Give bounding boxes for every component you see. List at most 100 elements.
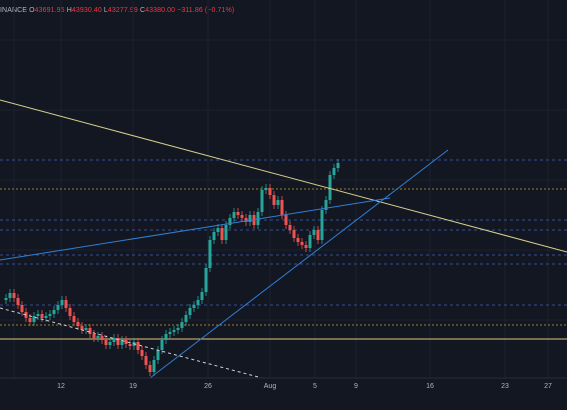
- candle-body-55: [220, 228, 224, 240]
- candle-body-62: [248, 215, 252, 222]
- x-tick-label-1: 19: [129, 383, 137, 390]
- candle-body-70: [280, 200, 284, 215]
- candle-body-66: [264, 188, 268, 190]
- ohlc-close: C43380.00: [139, 7, 176, 14]
- ohlc-low: L43277.99: [103, 7, 138, 14]
- candle-body-52: [208, 240, 212, 268]
- x-axis: 12 19 26 Aug 5 9 16 23 27: [0, 377, 567, 390]
- candle-body-37: [148, 365, 152, 372]
- candle-body-14: [56, 305, 60, 310]
- candle-body-16: [64, 300, 68, 308]
- candle-body-59: [236, 212, 240, 215]
- candle-body-72: [288, 225, 292, 230]
- candle-body-11: [44, 316, 48, 318]
- x-tick-label-6: 16: [426, 383, 434, 390]
- candle-body-38: [152, 360, 156, 372]
- candle-body-17: [68, 308, 72, 316]
- candle-body-57: [228, 218, 232, 225]
- candle-body-60: [240, 215, 244, 218]
- candle-body-58: [232, 212, 236, 218]
- candle-body-27: [108, 342, 112, 345]
- candle-body-30: [120, 340, 124, 345]
- trendline-blue-long: [0, 197, 391, 261]
- trendlines: [0, 99, 567, 379]
- candle-body-75: [300, 242, 304, 245]
- candle-body-82: [328, 175, 332, 200]
- candle-body-51: [204, 268, 208, 292]
- x-tick-label-5: 9: [354, 383, 358, 390]
- candle-body-46: [184, 315, 188, 322]
- candle-body-4: [16, 298, 20, 305]
- candle-body-54: [216, 228, 220, 232]
- trendline-white-dashed: [0, 307, 263, 379]
- candle-body-65: [260, 190, 264, 212]
- candle-body-83: [332, 168, 336, 175]
- candle-body-1: [4, 298, 8, 300]
- candle-body-50: [200, 292, 204, 300]
- candle-body-12: [48, 314, 52, 316]
- price-change: −311.86 (−0.71%): [177, 7, 235, 14]
- horizontal-levels: [0, 159, 567, 340]
- ohlc-legend: INANCE O43691.95 H43930.40 L43277.99 C43…: [0, 7, 234, 14]
- candle-body-80: [320, 210, 324, 240]
- trendline-blue-support: [149, 149, 449, 379]
- x-tick-label-4: 5: [313, 383, 317, 390]
- x-tick-label-2: 26: [204, 383, 212, 390]
- candle-body-18: [72, 316, 76, 322]
- candle-body-67: [268, 188, 272, 195]
- candle-body-56: [224, 225, 228, 240]
- ohlc-open: O43691.95: [29, 7, 65, 14]
- candle-body-8: [32, 316, 36, 322]
- candle-body-81: [324, 200, 328, 210]
- x-tick-label-3: Aug: [264, 383, 277, 390]
- candle-body-77: [308, 235, 312, 248]
- candle-body-10: [40, 314, 44, 318]
- candle-body-5: [20, 305, 24, 312]
- candles: [4, 159, 340, 376]
- candle-body-53: [212, 232, 216, 240]
- candle-body-40: [160, 340, 164, 350]
- candle-body-34: [136, 342, 140, 350]
- candle-body-79: [316, 230, 320, 240]
- candle-body-35: [140, 350, 144, 356]
- candle-body-15: [60, 300, 64, 305]
- candle-body-24: [96, 336, 100, 338]
- candle-body-29: [116, 338, 120, 345]
- ohlc-high: H43930.40: [66, 7, 102, 14]
- grid-lines: [0, 0, 567, 378]
- candle-body-71: [284, 215, 288, 225]
- trendline-descending-yellow: [0, 99, 567, 253]
- candle-body-43: [172, 330, 176, 332]
- candle-body-28: [112, 338, 116, 342]
- candle-body-39: [156, 350, 160, 360]
- candle-body-49: [196, 300, 200, 305]
- candle-body-42: [168, 332, 172, 334]
- candle-body-32: [128, 344, 132, 346]
- candle-body-44: [176, 328, 180, 330]
- candle-body-21: [84, 328, 88, 330]
- candle-body-23: [92, 334, 96, 338]
- candle-body-73: [292, 230, 296, 238]
- candle-body-47: [188, 308, 192, 315]
- candle-body-9: [36, 314, 40, 316]
- candle-body-13: [52, 310, 56, 314]
- candle-body-78: [312, 230, 316, 235]
- candle-body-84: [336, 163, 340, 168]
- candle-body-45: [180, 322, 184, 328]
- candle-body-41: [164, 334, 168, 340]
- candle-body-19: [76, 322, 80, 326]
- candle-body-20: [80, 326, 84, 330]
- x-tick-label-0: 12: [57, 383, 65, 390]
- candle-body-74: [296, 238, 300, 242]
- x-tick-label-7: 23: [501, 383, 509, 390]
- exchange-label: INANCE: [0, 7, 27, 14]
- candle-body-61: [244, 218, 248, 222]
- candle-body-3: [12, 293, 16, 298]
- x-tick-label-8: 27: [544, 383, 552, 390]
- candle-body-76: [304, 245, 308, 248]
- candle-body-48: [192, 305, 196, 308]
- candle-body-25: [100, 336, 104, 340]
- candle-body-22: [88, 328, 92, 334]
